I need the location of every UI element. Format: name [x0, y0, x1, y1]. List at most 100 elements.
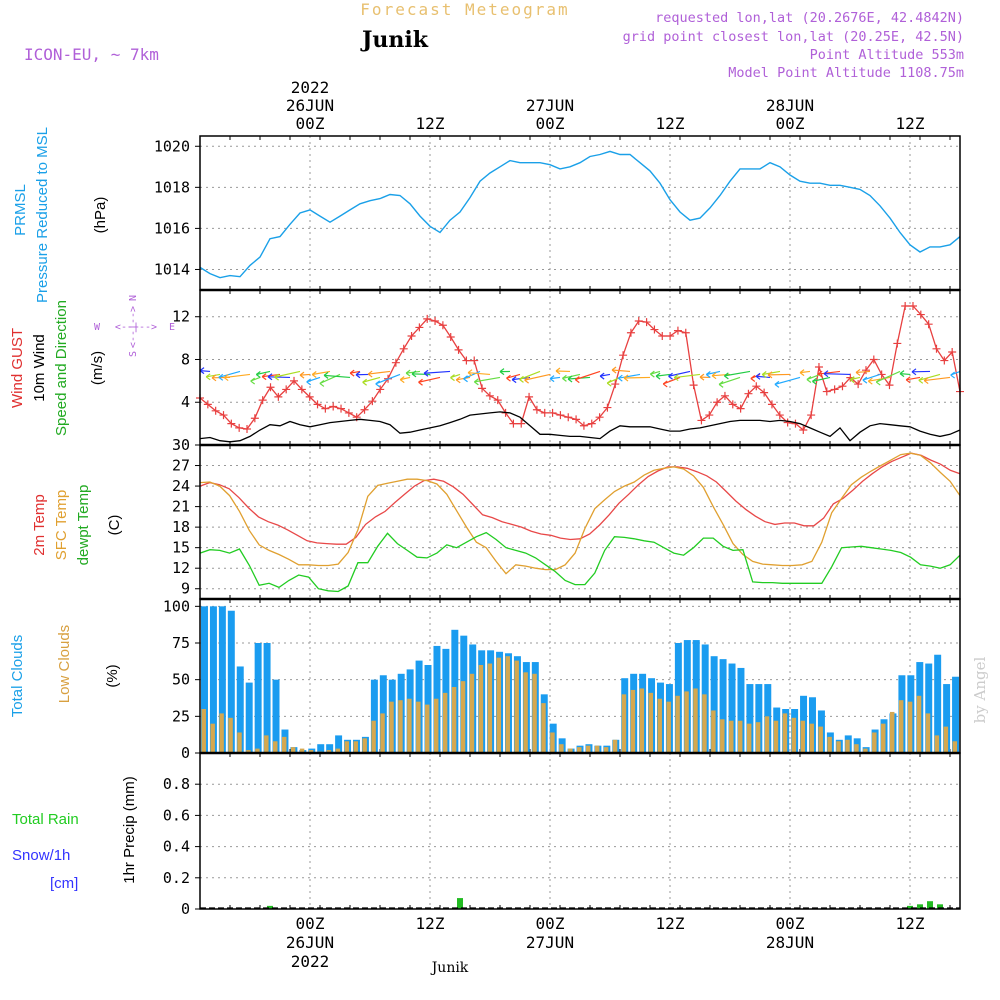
- wind-dir-arrowhead: [918, 376, 924, 384]
- wind-gust-marker: [901, 302, 910, 311]
- wind-dir-arrowhead: [455, 376, 461, 384]
- wind-gust-marker: [540, 408, 549, 417]
- low-cloud-bar: [702, 694, 707, 753]
- wind-gust-marker: [697, 416, 706, 425]
- wind-dir-arrowhead: [355, 371, 361, 379]
- total-cloud-bar: [335, 735, 343, 753]
- precip-rain-label: Total Rain: [12, 811, 79, 828]
- wind-gust-marker: [728, 400, 737, 409]
- wind-dir-arrowhead: [911, 368, 917, 376]
- bottom-time-label: 00Z: [536, 914, 565, 933]
- wind-unit: (m/s): [89, 351, 106, 385]
- wind-dir-arrow: [506, 373, 521, 379]
- wind-gust-marker: [814, 362, 823, 371]
- wind-dir-arrow: [406, 370, 421, 374]
- wind-dir-arrow: [612, 369, 631, 373]
- total-cloud-bar: [245, 682, 253, 753]
- wind-dir-arrowhead: [817, 370, 823, 378]
- low-cloud-bar: [675, 695, 680, 753]
- wind-dir-arrow: [299, 373, 311, 376]
- precip-unit: 1hr Precip (mm): [121, 776, 138, 884]
- wind-dir-arrowhead: [223, 374, 229, 382]
- wind-dir-arrowhead: [750, 375, 756, 383]
- wind-dir-arrowhead: [724, 372, 729, 380]
- wind-dir-arrow: [550, 376, 561, 380]
- wind-dir-arrowhead: [905, 376, 911, 384]
- temp-unit: (C): [106, 515, 123, 536]
- low-cloud-bar: [836, 741, 841, 753]
- y-tick-label: 0: [181, 900, 190, 918]
- total-cloud-bar: [719, 659, 727, 753]
- wind-dir-arrow: [306, 376, 321, 383]
- wind-dir-arrow: [823, 373, 851, 376]
- wind-gust-marker: [274, 392, 283, 401]
- wind-gust-marker: [666, 331, 675, 340]
- wind-gust-marker: [360, 405, 369, 414]
- low-cloud-bar: [353, 741, 358, 753]
- wind-gust-marker: [760, 388, 769, 397]
- wind-dir-arrowhead: [467, 369, 473, 377]
- wind-dir-arrow: [400, 376, 411, 381]
- wind-gust-marker: [619, 351, 628, 360]
- wind-gust-marker: [266, 383, 275, 392]
- rain-bar: [907, 905, 913, 909]
- wind-dir-arrow: [218, 370, 241, 378]
- pressure-line: [199, 150, 961, 279]
- low-cloud-bar: [335, 748, 341, 753]
- low-cloud-bar: [898, 700, 904, 753]
- y-tick-label: 12: [172, 308, 190, 326]
- wind-gust-marker: [431, 317, 440, 325]
- wind-dir-arrow: [618, 373, 641, 379]
- wind-dir-arrowhead: [311, 371, 317, 378]
- total-cloud-bar: [236, 666, 244, 753]
- wind-dir-arrowhead: [349, 369, 355, 377]
- point-altitude: Point Altitude 553m: [810, 47, 964, 63]
- wind-gust-marker: [783, 418, 792, 427]
- wind-dir-arrow: [474, 376, 501, 383]
- low-cloud-bar: [818, 726, 823, 753]
- wind-dir-arrow: [324, 374, 351, 379]
- total-cloud-bar: [755, 684, 763, 753]
- low-cloud-bar: [407, 698, 412, 753]
- wind-dir-arrowhead: [875, 378, 881, 386]
- wind-gust-marker: [438, 321, 447, 330]
- wind-dir-arrowhead: [812, 377, 817, 385]
- low-cloud-bar: [612, 739, 618, 753]
- precip-snow-label: Snow/1h: [12, 847, 70, 864]
- total-clouds-label: Total Clouds: [9, 635, 26, 718]
- wind-dir-arrow: [519, 370, 541, 380]
- wind-dir-arrow: [674, 373, 701, 379]
- low-cloud-bar: [603, 747, 609, 753]
- wind-dir-arrowhead: [549, 375, 555, 383]
- wind-gust-marker: [720, 391, 729, 400]
- wind-dir-arrow: [206, 373, 221, 378]
- wind-gust-marker: [767, 400, 776, 409]
- low-cloud-bar: [666, 701, 671, 753]
- wind-dir-arrow: [274, 370, 301, 378]
- low-cloud-bar: [889, 711, 895, 753]
- low-cloud-bar: [800, 720, 806, 753]
- y-tick-label: 1014: [154, 260, 190, 278]
- top-time-label: 26JUN: [286, 96, 334, 115]
- rain-bar: [457, 898, 463, 909]
- compass-mid: <--|-->: [128, 306, 139, 348]
- total-cloud-bar: [952, 676, 960, 753]
- wind-gust-marker: [446, 333, 455, 342]
- wind-dir-arrowhead: [599, 372, 605, 380]
- low-cloud-bar: [568, 748, 573, 753]
- low-cloud-bar: [541, 703, 546, 753]
- wind-dir-arrowhead: [524, 376, 529, 384]
- wind-dir-arrowhead: [774, 380, 780, 388]
- low-cloud-bar: [827, 736, 832, 753]
- bottom-time-label: 00Z: [776, 914, 805, 933]
- total-cloud-bar: [326, 744, 334, 753]
- compass-mid-h: <--|-->: [115, 322, 157, 333]
- wind-gust-marker: [642, 318, 651, 327]
- wind-dir-arrowhead: [562, 374, 567, 382]
- wind-dir-arrow: [424, 370, 451, 374]
- total-cloud-bar: [925, 663, 933, 753]
- low-cloud-bar: [264, 735, 269, 753]
- low-cloud-bar: [478, 665, 484, 753]
- wind-gust-marker: [869, 355, 878, 364]
- wind-dir-arrowhead: [606, 379, 612, 387]
